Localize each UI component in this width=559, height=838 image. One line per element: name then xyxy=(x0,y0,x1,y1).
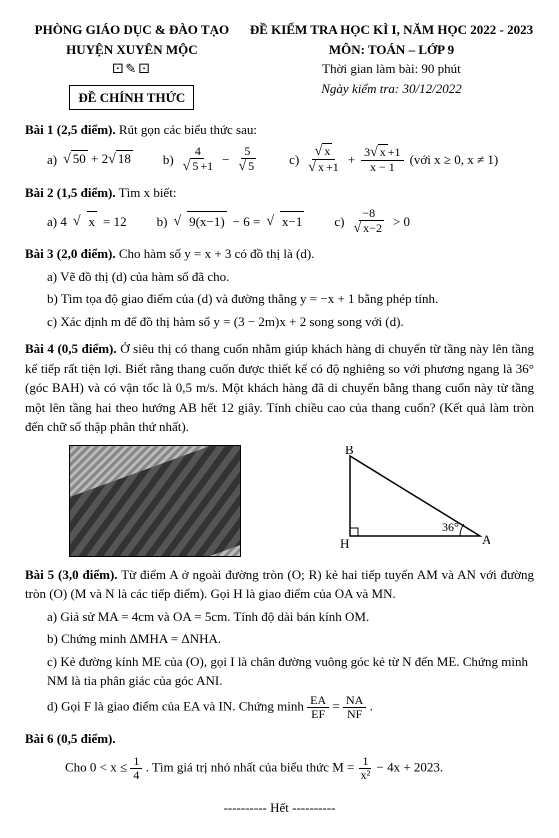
b3-a: a) Vẽ đồ thị (d) của hàm số đã cho. xyxy=(47,267,534,287)
b3-b: b) Tìm tọa độ giao điểm của (d) và đường… xyxy=(47,289,534,309)
bai-4: Bài 4 (0,5 điểm). Ở siêu thị có thang cu… xyxy=(25,339,534,557)
svg-text:B: B xyxy=(345,446,354,457)
b2-c-rhs: > 0 xyxy=(393,212,410,232)
b1-title: Bài 1 (2,5 điểm). xyxy=(25,122,116,137)
b2-c-label: c) xyxy=(334,212,344,232)
b1-a-label: a) xyxy=(47,150,57,170)
svg-text:H: H xyxy=(340,536,349,551)
b1-c-cond: (với x ≥ 0, x ≠ 1) xyxy=(410,150,499,170)
exam-title: ĐỀ KIỂM TRA HỌC KÌ I, NĂM HỌC 2022 - 202… xyxy=(249,20,534,40)
b2-text: Tìm x biết: xyxy=(119,185,177,200)
b2-b-label: b) xyxy=(157,212,168,232)
b6-post: − 4x + 2023. xyxy=(377,759,444,774)
svg-text:36°: 36° xyxy=(442,520,459,534)
b6-title: Bài 6 (0,5 điểm). xyxy=(25,731,116,746)
b6-mid: . Tìm giá trị nhỏ nhất của biểu thức M = xyxy=(146,759,358,774)
b1-b-label: b) xyxy=(163,150,174,170)
b1-text: Rút gọn các biểu thức sau: xyxy=(119,122,257,137)
b2-title: Bài 2 (1,5 điểm). xyxy=(25,185,116,200)
b5-a: a) Giả sử MA = 4cm và OA = 5cm. Tính độ … xyxy=(47,607,534,627)
b5-d-pre: d) Gọi F là giao điểm của EA và IN. Chứn… xyxy=(47,699,307,714)
b2-b: b) √9(x−1) − 6 = √x−1 xyxy=(157,211,305,232)
b3-title: Bài 3 (2,0 điểm). xyxy=(25,246,116,261)
bai-5: Bài 5 (3,0 điểm). Từ điểm A ở ngoài đườn… xyxy=(25,565,534,721)
bai-3: Bài 3 (2,0 điểm). Cho hàm số y = x + 3 c… xyxy=(25,244,534,331)
b1-c-label: c) xyxy=(289,150,299,170)
district: HUYỆN XUYÊN MỘC xyxy=(25,40,239,60)
subject: MÔN: TOÁN – LỚP 9 xyxy=(249,40,534,60)
duration: Thời gian làm bài: 90 phút xyxy=(249,59,534,79)
triangle-diagram: B H A 36° xyxy=(330,446,490,556)
bai-2: Bài 2 (1,5 điểm). Tìm x biết: a) 4√x = 1… xyxy=(25,183,534,236)
b2-a: a) 4√x = 12 xyxy=(47,211,127,232)
footer: ---------- Hết ---------- xyxy=(25,798,534,818)
b1-c: c) √x√x+1 + 3√x+1x − 1 (với x ≥ 0, x ≠ 1… xyxy=(289,144,498,176)
ornament: ⚀✎⚀ xyxy=(25,59,239,79)
b5-b: b) Chứng minh ΔMHA = ΔNHA. xyxy=(47,629,534,649)
b5-c: c) Kẻ đường kính ME của (O), gọi I là ch… xyxy=(47,652,534,691)
b4-title: Bài 4 (0,5 điểm). xyxy=(25,341,117,356)
svg-text:A: A xyxy=(482,532,490,547)
b3-text: Cho hàm số y = x + 3 có đồ thị là (d). xyxy=(119,246,315,261)
b2-c: c) −8√x−2 > 0 xyxy=(334,207,410,237)
exam-date: Ngày kiểm tra: 30/12/2022 xyxy=(249,79,534,99)
b6-pre: Cho 0 < x ≤ xyxy=(65,759,130,774)
b5-d: d) Gọi F là giao điểm của EA và IN. Chứn… xyxy=(47,694,534,721)
bai-6: Bài 6 (0,5 điểm). Cho 0 < x ≤ 14 . Tìm g… xyxy=(25,729,534,782)
b1-a: a) √50 + 2√18 xyxy=(47,149,133,170)
bai-1: Bài 1 (2,5 điểm). Rút gọn các biểu thức … xyxy=(25,120,534,175)
b1-b: b) 4√5+1 − 5√5 xyxy=(163,145,259,175)
escalator-image xyxy=(69,445,241,557)
b5-title: Bài 5 (3,0 điểm). xyxy=(25,567,118,582)
b2-b-rhs: − 6 = xyxy=(233,212,261,232)
b2-a-rhs: = 12 xyxy=(103,212,127,232)
b5-d-post: . xyxy=(370,699,373,714)
official-box: ĐỀ CHÍNH THỨC xyxy=(69,85,194,111)
b3-c: c) Xác định m để đồ thị hàm số y = (3 − … xyxy=(47,312,534,332)
b2-a-label: a) 4 xyxy=(47,212,67,232)
dept: PHÒNG GIÁO DỤC & ĐÀO TẠO xyxy=(25,20,239,40)
